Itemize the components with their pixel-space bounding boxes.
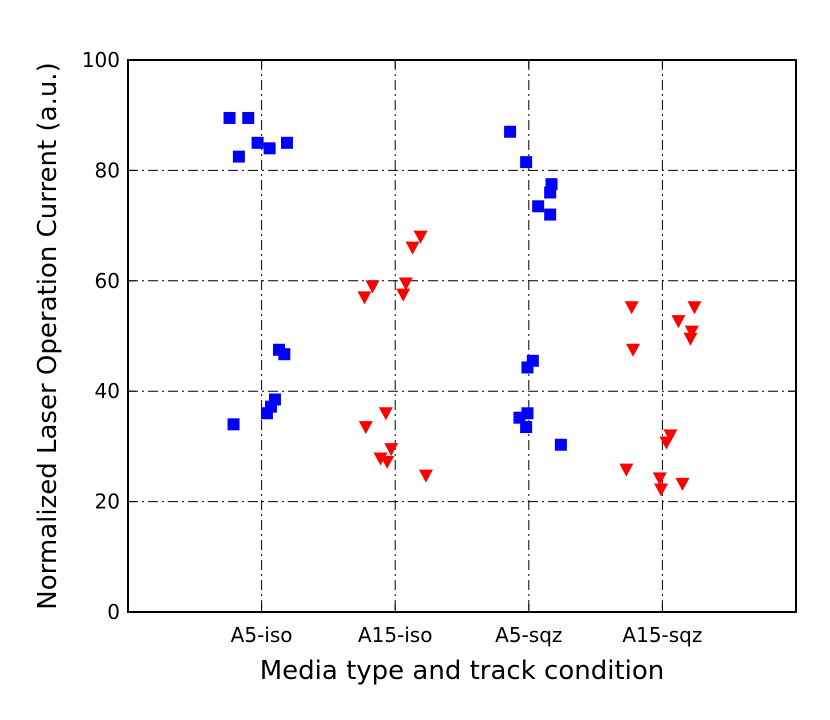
- data-point-square: [520, 156, 533, 169]
- data-point-triangle: [663, 429, 678, 443]
- data-point-square: [532, 200, 545, 213]
- data-point-square: [278, 348, 291, 361]
- data-point-triangle: [378, 407, 393, 421]
- data-point-square: [260, 407, 273, 420]
- data-point-triangle: [683, 332, 698, 346]
- data-point-square: [544, 208, 557, 221]
- data-point-triangle: [687, 301, 702, 315]
- data-point-triangle: [626, 343, 641, 357]
- data-point-triangle: [373, 452, 388, 466]
- plot-frame: [127, 59, 797, 613]
- grid-lines: [128, 60, 796, 612]
- data-point-triangle: [671, 315, 686, 329]
- y-axis-label: Normalized Laser Operation Current (a.u.…: [33, 62, 63, 609]
- data-point-triangle: [413, 230, 428, 244]
- data-point-triangle: [652, 472, 667, 486]
- data-point-triangle: [357, 291, 372, 305]
- y-tick-label: 100: [82, 48, 120, 72]
- data-point-triangle: [619, 463, 634, 477]
- data-point-triangle: [684, 325, 699, 339]
- x-tick-label: A5-iso: [231, 623, 293, 647]
- data-point-triangle: [358, 421, 373, 435]
- y-tick-label: 20: [95, 490, 120, 514]
- data-point-triangle: [624, 301, 639, 315]
- data-point-square: [544, 186, 557, 199]
- data-point-triangle: [654, 483, 669, 497]
- data-point-square: [251, 136, 264, 149]
- data-point-triangle: [384, 443, 399, 457]
- data-point-triangle: [418, 469, 433, 483]
- data-point-triangle: [398, 277, 413, 291]
- data-point-triangle: [396, 288, 411, 302]
- axis-ticks: [128, 59, 796, 613]
- x-tick-label: A5-sqz: [495, 623, 562, 647]
- data-point-triangle: [405, 241, 420, 255]
- data-point-square: [554, 438, 567, 451]
- x-tick-label: A15-iso: [358, 623, 433, 647]
- y-tick-label: 60: [95, 269, 120, 293]
- data-point-triangle: [365, 280, 380, 294]
- x-axis-label: Media type and track condition: [260, 656, 665, 686]
- data-point-square: [232, 150, 245, 163]
- data-point-square: [263, 142, 276, 155]
- y-tick-label: 80: [95, 158, 120, 182]
- y-tick-label: 40: [95, 379, 120, 403]
- data-points: [223, 111, 702, 497]
- data-point-square: [280, 136, 293, 149]
- data-point-triangle: [675, 477, 690, 491]
- y-tick-label: 0: [107, 600, 120, 624]
- tick-labels: 0 20 40 60 80 100 A5-iso A15-iso A5-sqz A15-sqz: [82, 48, 703, 647]
- data-point-square: [227, 418, 240, 431]
- data-point-square: [513, 411, 526, 424]
- data-point-square: [504, 125, 517, 138]
- data-point-square: [223, 111, 236, 124]
- data-point-square: [242, 111, 255, 124]
- x-tick-label: A15-sqz: [622, 623, 702, 647]
- data-point-square: [520, 421, 533, 434]
- data-point-triangle: [380, 455, 395, 469]
- data-point-square: [521, 361, 534, 374]
